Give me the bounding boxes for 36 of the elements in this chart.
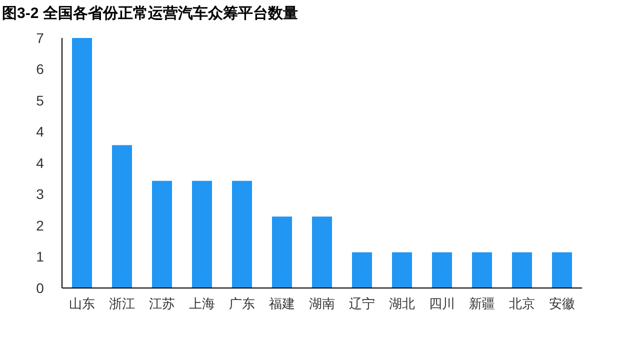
y-tick-label: 0 [36,280,44,296]
x-tick-label: 浙江 [109,296,135,311]
x-tick-label: 辽宁 [349,296,375,311]
x-tick-label: 北京 [509,296,535,311]
bar [552,252,572,288]
bar [392,252,412,288]
bar [512,252,532,288]
bar [272,216,292,288]
bar [112,145,132,288]
bar [72,38,92,288]
x-tick-label: 江苏 [149,296,175,311]
bar [312,216,332,288]
x-tick-label: 上海 [189,296,215,311]
bar [192,180,212,288]
x-tick-label: 福建 [269,296,295,311]
y-tick-label: 6 [36,61,44,78]
x-tick-label: 湖北 [389,296,415,311]
chart-title: 图3-2 全国各省份正常运营汽车众筹平台数量 [2,4,298,22]
x-tick-label: 新疆 [469,296,495,311]
bar [152,180,172,288]
y-tick-label: 3 [36,186,44,202]
bar [432,252,452,288]
bar [472,252,492,288]
x-tick-label: 四川 [429,296,455,311]
y-tick-label: 4 [36,124,44,140]
y-tick-label: 2 [36,217,44,234]
y-tick-label: 4 [36,154,44,171]
x-tick-label: 湖南 [309,296,335,311]
x-tick-label: 安徽 [549,296,575,311]
y-tick-label: 5 [36,92,44,108]
bar [352,252,372,288]
y-tick-label: 7 [36,30,44,46]
x-tick-label: 山东 [69,296,95,311]
x-tick-label: 广东 [229,296,255,311]
bar [232,180,252,288]
y-tick-label: 1 [36,248,44,265]
